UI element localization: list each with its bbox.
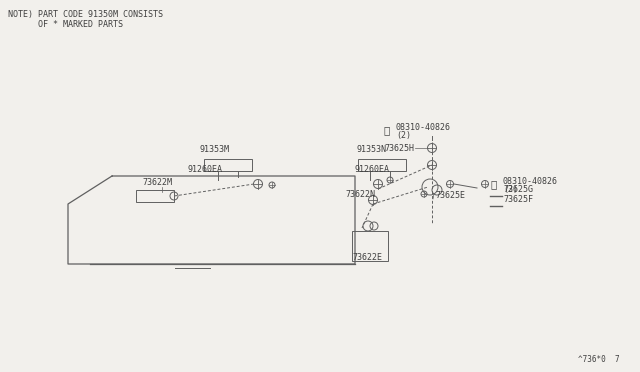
Bar (204, 159, 252, 171)
Text: 73625E: 73625E (435, 191, 465, 200)
Bar (136, 190, 174, 202)
Text: 73622E: 73622E (352, 253, 382, 262)
Text: (2): (2) (503, 185, 518, 193)
Text: 91353N: 91353N (357, 145, 387, 154)
Text: 91260EA: 91260EA (188, 165, 223, 174)
Bar (352, 231, 388, 261)
Text: ^736*0  7: ^736*0 7 (579, 355, 620, 364)
Bar (358, 159, 406, 171)
Text: NOTE) PART CODE 91350M CONSISTS: NOTE) PART CODE 91350M CONSISTS (8, 10, 163, 19)
Text: OF * MARKED PARTS: OF * MARKED PARTS (8, 20, 123, 29)
Text: Ⓢ: Ⓢ (383, 125, 389, 135)
Text: (2): (2) (396, 131, 411, 140)
Text: 08310-40826: 08310-40826 (396, 122, 451, 131)
Text: 08310-40826: 08310-40826 (503, 176, 558, 186)
Text: 73622N: 73622N (345, 190, 375, 199)
Text: 73622M: 73622M (142, 178, 172, 187)
Text: 73625H: 73625H (384, 144, 414, 153)
Text: 91260EA: 91260EA (355, 165, 390, 174)
Text: Ⓢ: Ⓢ (490, 179, 496, 189)
Text: 73625F: 73625F (503, 195, 533, 204)
Text: 73625G: 73625G (503, 185, 533, 194)
Text: 91353M: 91353M (200, 145, 230, 154)
